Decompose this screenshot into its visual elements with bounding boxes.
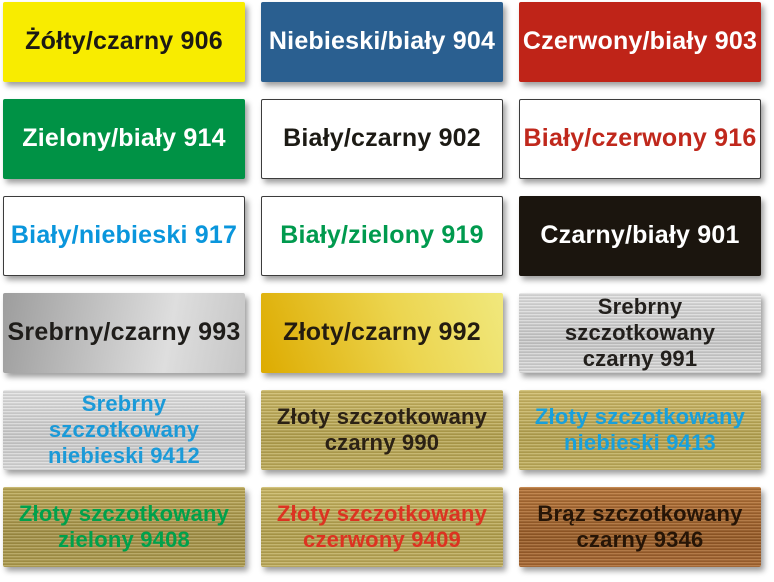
swatch-cell[interactable]: Złoty szczotkowany niebieski 9413 [519, 390, 761, 470]
swatch-cell[interactable]: Biały/czarny 902 [261, 99, 503, 179]
color-swatch-grid: Żółty/czarny 906 Niebieski/biały 904 Cze… [3, 2, 761, 567]
swatch-cell[interactable]: Czerwony/biały 903 [519, 2, 761, 82]
swatch-cell[interactable]: Biały/niebieski 917 [3, 196, 245, 276]
swatch-label: Złoty szczotkowany niebieski 9413 [534, 404, 746, 455]
swatch-label: Czerwony/biały 903 [522, 27, 758, 56]
swatch-label: Biały/czarny 902 [283, 124, 481, 153]
swatch-label: Złoty szczotkowany czarny 990 [276, 404, 488, 455]
swatch-label: Złoty szczotkowany czerwony 9409 [276, 501, 488, 552]
swatch-cell[interactable]: Brąz szczotkowany czarny 9346 [519, 487, 761, 567]
swatch-label: Biały/zielony 919 [280, 221, 484, 250]
swatch-label: Złoty szczotkowany zielony 9408 [18, 501, 230, 552]
swatch-cell[interactable]: Biały/zielony 919 [261, 196, 503, 276]
swatch-label: Żółty/czarny 906 [25, 27, 223, 56]
swatch-cell[interactable]: Czarny/biały 901 [519, 196, 761, 276]
swatch-label: Czarny/biały 901 [540, 221, 740, 250]
swatch-cell[interactable]: Złoty szczotkowany czarny 990 [261, 390, 503, 470]
swatch-cell[interactable]: Zielony/biały 914 [3, 99, 245, 179]
swatch-label: Biały/niebieski 917 [10, 221, 238, 250]
swatch-label: Niebieski/biały 904 [268, 27, 496, 56]
swatch-cell[interactable]: Niebieski/biały 904 [261, 2, 503, 82]
swatch-cell[interactable]: Złoty/czarny 992 [261, 293, 503, 373]
swatch-label: Brąz szczotkowany czarny 9346 [537, 501, 743, 552]
swatch-label: Srebrny/czarny 993 [7, 318, 241, 347]
swatch-cell[interactable]: Srebrny szczotkowany czarny 991 [519, 293, 761, 373]
swatch-cell[interactable]: Żółty/czarny 906 [3, 2, 245, 82]
swatch-label: Srebrny szczotkowany niebieski 9412 [47, 391, 200, 468]
swatch-label: Zielony/biały 914 [22, 124, 226, 153]
swatch-cell[interactable]: Srebrny szczotkowany niebieski 9412 [3, 390, 245, 470]
swatch-cell[interactable]: Złoty szczotkowany czerwony 9409 [261, 487, 503, 567]
swatch-label: Biały/czerwony 916 [523, 124, 757, 153]
swatch-label: Złoty/czarny 992 [283, 318, 481, 347]
swatch-cell[interactable]: Srebrny/czarny 993 [3, 293, 245, 373]
swatch-label: Srebrny szczotkowany czarny 991 [564, 294, 716, 371]
swatch-cell[interactable]: Biały/czerwony 916 [519, 99, 761, 179]
swatch-cell[interactable]: Złoty szczotkowany zielony 9408 [3, 487, 245, 567]
